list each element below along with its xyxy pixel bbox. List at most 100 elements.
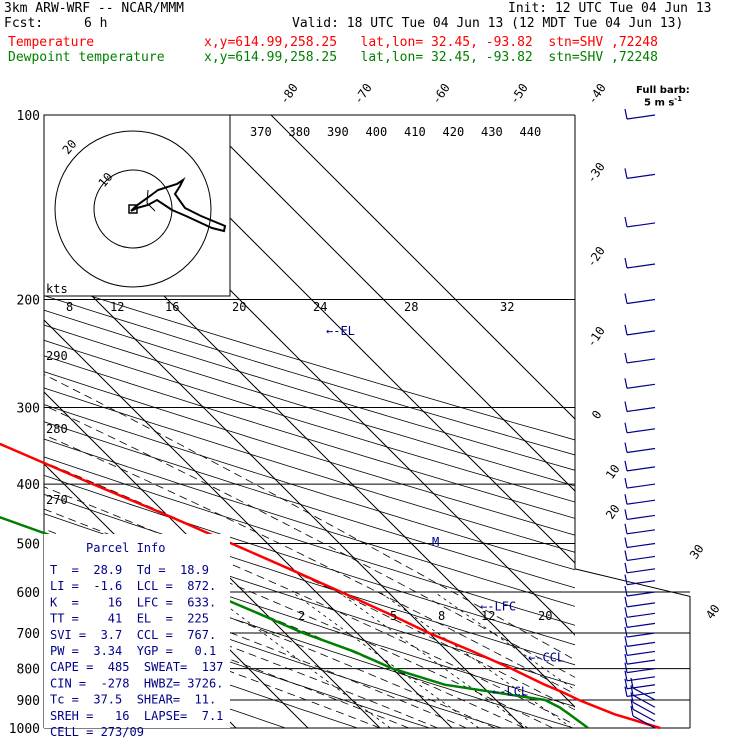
hodograph-ring-20 <box>54 130 212 288</box>
wind-barb-shaft <box>626 358 656 364</box>
dry-adiabat-line <box>44 456 575 626</box>
temperature-tick-label: -30 <box>584 160 608 186</box>
wind-barb-shaft <box>626 383 656 389</box>
temperature-tick-label: 20 <box>603 502 623 522</box>
wind-barb-shaft <box>626 499 656 505</box>
pressure-tick-label: 400 <box>17 478 40 493</box>
speed-label: 32 <box>500 300 514 314</box>
wind-barb-flag <box>624 662 628 673</box>
wind-barb-shaft <box>626 555 656 562</box>
wind-barb-shaft <box>626 428 656 434</box>
wind-barb-flag <box>624 442 628 453</box>
wind-barb-flag <box>624 477 628 489</box>
wind-barb-flag <box>624 678 628 689</box>
wind-barb-flag <box>624 596 628 607</box>
hodograph-center-marker <box>128 204 138 214</box>
parcel-info-row: PW = 3.34 YGP = 0.1 <box>50 644 216 658</box>
wind-barb-shaft <box>626 622 656 628</box>
wind-barb-shaft <box>626 514 656 521</box>
mixing-ratio-label: 8 <box>438 609 445 623</box>
wind-barb-flag <box>624 626 628 638</box>
speed-label: 20 <box>232 300 246 314</box>
temperature-tick-label: 30 <box>687 542 707 562</box>
wind-barb-flag <box>630 677 634 689</box>
speed-label: 24 <box>313 300 327 314</box>
mixing-ratio-label: 12 <box>481 609 495 623</box>
wind-barb-flag <box>624 550 628 561</box>
pressure-tick-label: 700 <box>17 627 40 642</box>
dry-adiabat-line <box>44 619 359 728</box>
wind-barb-shaft <box>632 715 656 729</box>
barb-legend-units: 5 m s <box>644 97 675 109</box>
temperature-profile-line <box>0 442 661 730</box>
hodograph: 20 10 <box>43 114 231 297</box>
wind-barb-flag <box>630 685 634 696</box>
dry-adiabat-line <box>44 355 575 519</box>
pressure-tick-label: 1000 <box>9 722 40 737</box>
hodograph-storm-motion <box>146 189 156 212</box>
parcel-info-row: CELL = 273/09 <box>50 725 144 739</box>
wind-barb-shaft <box>626 222 656 228</box>
wind-barb-flag <box>630 705 634 717</box>
theta-label: 380 <box>289 125 311 139</box>
wind-barb-flag <box>624 617 628 628</box>
model-title: 3km ARW-WRF -- NCAR/MMM <box>4 1 185 16</box>
parcel-info-row: CIN = -278 HWBZ= 3726. <box>50 676 223 690</box>
wind-barb-shaft <box>626 641 656 647</box>
wind-barb-flag <box>624 670 628 681</box>
dry-adiabat-line <box>44 280 575 441</box>
mixing-ratio-line <box>434 591 575 691</box>
speed-label: 16 <box>165 300 179 314</box>
parcel-info-title: Parcel Info <box>86 541 165 555</box>
wind-barb-flag <box>624 636 628 647</box>
wind-barb-shaft <box>626 466 656 472</box>
wind-barb-flag <box>624 574 628 585</box>
wind-barb-flag <box>624 108 628 120</box>
wind-barb-shaft <box>626 263 656 269</box>
speed-label: 8 <box>66 300 73 314</box>
wind-barb-flag <box>624 654 628 665</box>
wind-barb-shaft <box>632 694 656 708</box>
dry-adiabat-line <box>44 474 575 646</box>
level-marker-lfc: ←-LFC <box>480 599 516 613</box>
level-marker-m: M <box>432 535 439 549</box>
theta-label: 430 <box>481 125 503 139</box>
wind-barb-shaft <box>626 568 656 574</box>
wind-barb-shaft <box>626 542 656 549</box>
temperature-tick-label: -70 <box>351 81 375 107</box>
temperature-legend-info: x,y=614.99,258.25 lat,lon= 32.45, -93.82… <box>204 35 658 50</box>
wind-barb-shaft <box>632 687 656 701</box>
dry-adiabat-line <box>44 421 575 589</box>
temperature-tick-label: 0 <box>589 408 605 422</box>
wind-barb-flag <box>624 686 628 697</box>
hodograph-trace <box>130 177 227 233</box>
isotherm-line <box>198 115 575 492</box>
parcel-info-row: SREH = 16 LAPSE= 7.1 <box>50 709 223 723</box>
temperature-tick-label: -50 <box>507 81 531 107</box>
temperature-tick-label: -10 <box>584 324 608 350</box>
left-theta-label: 270 <box>46 493 68 507</box>
mixing-ratio-label: 2 <box>298 609 305 623</box>
dewpoint-legend-info: x,y=614.99,258.25 lat,lon= 32.45, -93.82… <box>204 50 658 65</box>
temperature-tick-label: -60 <box>429 81 453 107</box>
wind-barb-flag <box>624 324 628 336</box>
wind-barb-shaft <box>632 701 656 715</box>
theta-label: 390 <box>327 125 349 139</box>
wind-barb-shaft <box>626 298 656 305</box>
parcel-info-row: SVI = 3.7 CCL = 767. <box>50 628 216 642</box>
level-marker-ccl: ←-CCL <box>528 650 564 664</box>
speed-label: 12 <box>110 300 124 314</box>
pressure-tick-label: 600 <box>17 586 40 601</box>
temperature-tick-label: -20 <box>584 244 608 270</box>
wind-barb-shaft <box>626 602 656 608</box>
wind-barb-shaft <box>626 650 656 657</box>
wind-barb-flag <box>630 692 634 703</box>
isotherm-line <box>44 319 453 728</box>
wind-barb-shaft <box>626 447 656 454</box>
wind-barb-flag <box>624 422 628 433</box>
wind-barb-flag <box>624 585 628 597</box>
level-marker-lcl: ←-LCL <box>492 685 528 699</box>
temperature-legend-label: Temperature <box>8 35 95 50</box>
wind-barb-flag <box>624 460 628 471</box>
